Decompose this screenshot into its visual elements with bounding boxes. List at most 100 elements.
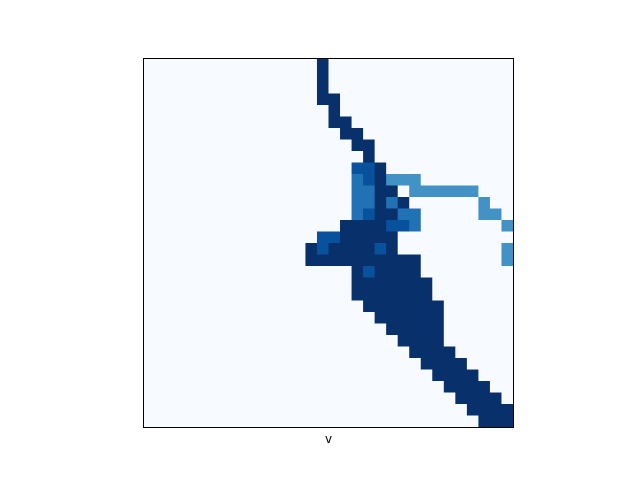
heatmap-cell [155, 105, 168, 118]
heatmap-cell [363, 254, 376, 267]
heatmap-cell [478, 185, 491, 198]
heatmap-cell [478, 392, 491, 405]
heatmap-cell [236, 358, 249, 371]
heatmap-cell [328, 185, 341, 198]
heatmap-cell [374, 335, 387, 348]
heatmap-cell [409, 300, 422, 313]
heatmap-cell [155, 162, 168, 175]
heatmap-cell [340, 128, 353, 141]
heatmap-cell [236, 139, 249, 152]
heatmap-cell [386, 116, 399, 129]
heatmap-cell [328, 381, 341, 394]
heatmap-cell [167, 208, 180, 221]
heatmap-cell [247, 197, 260, 210]
heatmap-cell [282, 323, 295, 336]
heatmap-cell [351, 162, 364, 175]
heatmap-cell [293, 323, 307, 336]
heatmap-cell [305, 139, 318, 152]
heatmap-cell [224, 289, 237, 302]
heatmap-cell [374, 266, 387, 279]
heatmap-cell [178, 381, 191, 394]
heatmap-cell [420, 208, 433, 221]
heatmap-cell [167, 415, 180, 428]
heatmap-cell [236, 277, 249, 290]
heatmap-cell [178, 369, 191, 382]
heatmap-cell [167, 392, 180, 405]
heatmap-cell [351, 139, 364, 152]
heatmap-cell [328, 174, 341, 187]
heatmap-cell [374, 312, 387, 325]
heatmap-cell [293, 208, 307, 221]
heatmap-cell [501, 335, 514, 348]
heatmap-cell [489, 300, 503, 313]
heatmap-cell [305, 208, 318, 221]
heatmap-cell [259, 128, 272, 141]
heatmap-cell [397, 335, 410, 348]
heatmap-cell [351, 404, 364, 417]
heatmap-cell [340, 70, 353, 83]
heatmap-cell [144, 185, 157, 198]
heatmap-cell [501, 266, 514, 279]
heatmap-cell [213, 243, 226, 256]
heatmap-cell [316, 93, 330, 106]
heatmap-cell [374, 197, 387, 210]
heatmap-cell [213, 70, 226, 83]
heatmap-cell [236, 128, 249, 141]
heatmap-cell [155, 174, 168, 187]
heatmap-cell [386, 300, 399, 313]
heatmap-cell [397, 128, 410, 141]
heatmap-cell [351, 116, 364, 129]
heatmap-cell [409, 59, 422, 72]
heatmap-cell [167, 220, 180, 233]
heatmap-cell [328, 404, 341, 417]
heatmap-cell [201, 82, 214, 95]
heatmap-cell [190, 197, 203, 210]
heatmap-cells [144, 59, 514, 428]
heatmap-cell [432, 82, 445, 95]
heatmap-cell [489, 243, 503, 256]
heatmap-cell [351, 128, 364, 141]
heatmap-cell [478, 312, 491, 325]
heatmap-cell [455, 404, 468, 417]
heatmap-cell [224, 139, 237, 152]
heatmap-cell [305, 369, 318, 382]
heatmap-cell [316, 208, 330, 221]
heatmap-cell [489, 415, 503, 428]
heatmap-cell [236, 174, 249, 187]
heatmap-cell [259, 335, 272, 348]
heatmap-cell [190, 105, 203, 118]
heatmap-cell [190, 277, 203, 290]
heatmap-cell [374, 151, 387, 164]
heatmap-cell [270, 404, 283, 417]
heatmap-cell [386, 312, 399, 325]
heatmap-cell [489, 323, 503, 336]
heatmap-cell [363, 335, 376, 348]
heatmap-cell [501, 162, 514, 175]
heatmap-cell [247, 254, 260, 267]
heatmap-cell [213, 174, 226, 187]
heatmap-cell [489, 116, 503, 129]
heatmap-cell [270, 312, 283, 325]
heatmap-cell [363, 369, 376, 382]
heatmap-cell [432, 243, 445, 256]
heatmap-cell [305, 358, 318, 371]
heatmap-cell [305, 381, 318, 394]
heatmap-cell [293, 116, 307, 129]
heatmap-cell [190, 289, 203, 302]
heatmap-cell [247, 151, 260, 164]
heatmap-cell [328, 243, 341, 256]
heatmap-cell [374, 300, 387, 313]
heatmap-cell [167, 346, 180, 359]
heatmap-cell [236, 220, 249, 233]
heatmap-cell [236, 369, 249, 382]
heatmap-cell [386, 335, 399, 348]
heatmap-cell [443, 151, 456, 164]
heatmap-cell [409, 70, 422, 83]
heatmap-cell [397, 139, 410, 152]
heatmap-cell [259, 105, 272, 118]
heatmap-cell [489, 197, 503, 210]
heatmap-cell [478, 289, 491, 302]
heatmap-cell [409, 381, 422, 394]
heatmap-cell [420, 151, 433, 164]
heatmap-cell [386, 208, 399, 221]
